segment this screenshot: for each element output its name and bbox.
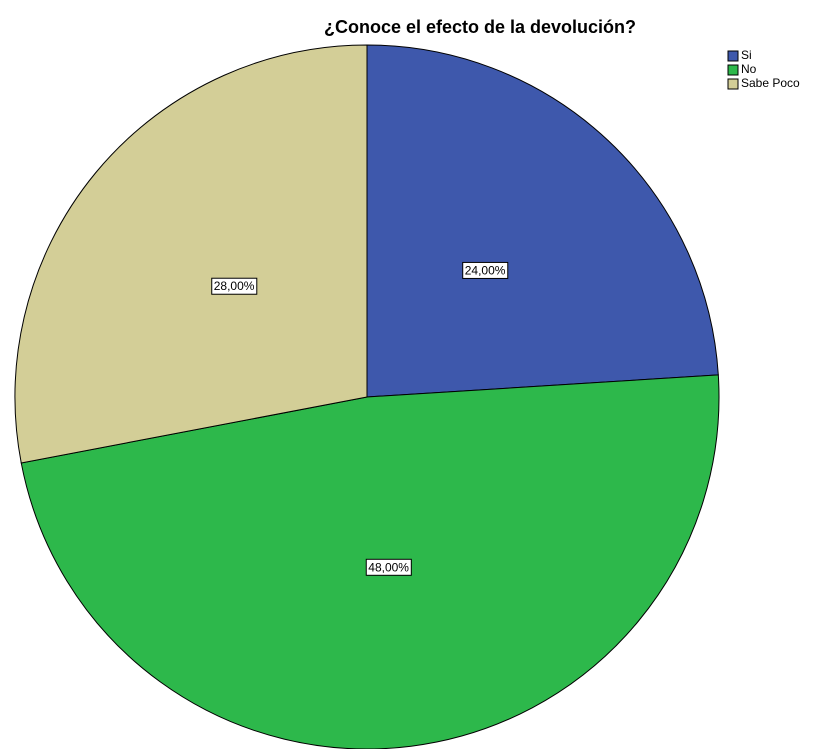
- legend-label: No: [741, 62, 757, 76]
- data-label: 24,00%: [465, 263, 506, 277]
- legend-label: Si: [741, 48, 752, 62]
- data-label-box: [462, 261, 509, 279]
- data-label: 48,00%: [368, 560, 409, 574]
- data-label-box: [211, 277, 258, 295]
- data-label-box: [365, 558, 412, 576]
- chart-title: ¿Conoce el efecto de la devolución?: [324, 17, 636, 37]
- legend-swatch: [727, 78, 739, 90]
- pie-slice: [366, 44, 719, 398]
- legend-swatch: [727, 50, 739, 62]
- legend-swatch: [727, 64, 739, 76]
- data-label: 28,00%: [214, 279, 255, 293]
- pie-slice: [14, 44, 368, 464]
- legend-label: Sabe Poco: [741, 76, 800, 90]
